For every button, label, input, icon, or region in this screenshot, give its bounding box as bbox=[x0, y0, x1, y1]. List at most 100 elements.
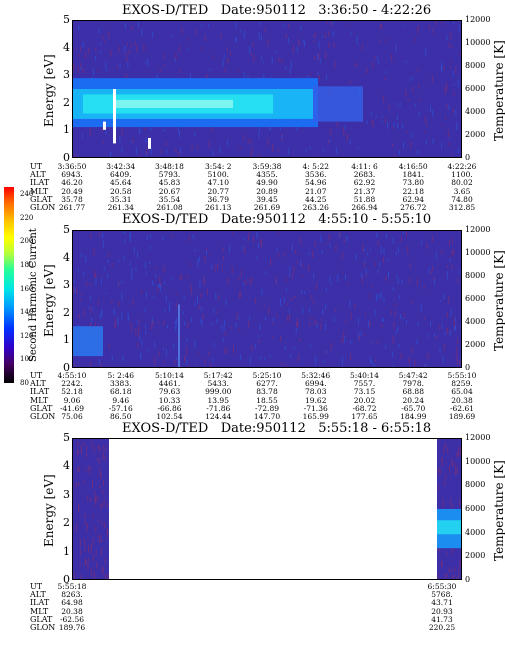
noise-speck bbox=[106, 503, 108, 508]
noise-speck bbox=[419, 98, 421, 101]
noise-speck bbox=[122, 355, 124, 362]
noise-speck bbox=[186, 359, 188, 365]
noise-speck bbox=[373, 363, 375, 367]
energy-tick: 5 bbox=[63, 223, 70, 236]
noise-speck bbox=[398, 246, 400, 253]
table-cell: 8259. bbox=[451, 379, 473, 389]
panel-date: Date:950112 bbox=[208, 212, 319, 227]
noise-speck bbox=[451, 264, 453, 270]
noise-speck bbox=[103, 498, 105, 504]
noise-speck bbox=[151, 317, 153, 324]
noise-speck bbox=[383, 247, 385, 255]
noise-speck bbox=[408, 356, 410, 364]
noise-speck bbox=[94, 322, 96, 327]
noise-speck bbox=[258, 340, 260, 343]
table-cell: 45.64 bbox=[110, 178, 132, 188]
table-cell: 20.38 bbox=[451, 395, 473, 405]
noise-speck bbox=[428, 334, 430, 338]
noise-speck bbox=[457, 148, 459, 154]
noise-speck bbox=[364, 333, 366, 337]
noise-speck bbox=[119, 135, 121, 143]
noise-speck bbox=[458, 499, 460, 507]
noise-speck bbox=[100, 472, 102, 479]
noise-speck bbox=[85, 255, 87, 263]
noise-speck bbox=[345, 274, 347, 280]
noise-speck bbox=[397, 326, 399, 333]
noise-speck bbox=[159, 68, 161, 72]
noise-speck bbox=[385, 117, 387, 124]
noise-speck bbox=[91, 441, 93, 448]
noise-speck bbox=[242, 283, 244, 286]
noise-speck bbox=[418, 25, 420, 29]
noise-speck bbox=[394, 154, 396, 157]
noise-speck bbox=[186, 347, 188, 355]
noise-speck bbox=[78, 482, 80, 487]
noise-speck bbox=[428, 24, 430, 29]
noise-speck bbox=[117, 317, 119, 326]
noise-speck bbox=[130, 140, 132, 144]
noise-speck bbox=[371, 360, 373, 365]
noise-speck bbox=[240, 291, 242, 298]
noise-speck bbox=[297, 354, 299, 362]
noise-speck bbox=[80, 446, 82, 452]
noise-speck bbox=[385, 38, 387, 44]
noise-speck bbox=[453, 326, 455, 330]
noise-speck bbox=[88, 47, 90, 55]
noise-speck bbox=[406, 130, 408, 134]
noise-speck bbox=[237, 276, 239, 281]
noise-speck bbox=[221, 263, 223, 266]
table-row-label: GLAT bbox=[30, 403, 53, 413]
noise-speck bbox=[290, 297, 292, 302]
noise-speck bbox=[137, 320, 139, 324]
noise-speck bbox=[100, 51, 102, 55]
noise-speck bbox=[298, 41, 300, 47]
noise-speck bbox=[95, 277, 97, 286]
noise-speck bbox=[249, 316, 251, 320]
noise-speck bbox=[332, 31, 334, 38]
noise-speck bbox=[441, 21, 443, 26]
noise-speck bbox=[232, 232, 234, 235]
noise-speck bbox=[99, 484, 101, 489]
noise-speck bbox=[93, 554, 95, 562]
noise-speck bbox=[208, 351, 210, 356]
noise-speck bbox=[447, 271, 449, 279]
noise-speck bbox=[222, 268, 224, 271]
colorbar-tick: 240 bbox=[20, 190, 34, 198]
noise-speck bbox=[296, 47, 298, 54]
noise-speck bbox=[392, 365, 394, 367]
data-gap bbox=[103, 121, 106, 130]
table-cell: 102.54 bbox=[156, 412, 183, 421]
noise-speck bbox=[121, 292, 123, 301]
noise-speck bbox=[361, 275, 363, 284]
noise-speck bbox=[264, 316, 266, 321]
noise-speck bbox=[99, 446, 101, 453]
energy-tick: 3 bbox=[63, 278, 70, 292]
noise-speck bbox=[110, 151, 112, 157]
noise-speck bbox=[364, 259, 366, 264]
noise-speck bbox=[403, 312, 405, 317]
noise-speck bbox=[174, 360, 176, 365]
table-cell: 5: 2:46 bbox=[107, 371, 135, 380]
noise-speck bbox=[91, 544, 93, 548]
noise-speck bbox=[103, 490, 105, 495]
noise-speck bbox=[337, 274, 339, 283]
noise-speck bbox=[402, 141, 404, 149]
noise-speck bbox=[372, 61, 374, 68]
noise-speck bbox=[374, 309, 376, 316]
noise-speck bbox=[99, 534, 101, 542]
energy-tick: 5 bbox=[63, 13, 70, 26]
noise-speck bbox=[335, 149, 337, 154]
colorbar-label: Second Harmonic Current bbox=[28, 228, 39, 362]
noise-speck bbox=[229, 245, 231, 253]
noise-speck bbox=[169, 302, 171, 310]
noise-speck bbox=[299, 338, 301, 342]
noise-speck bbox=[432, 238, 434, 242]
noise-speck bbox=[184, 321, 186, 326]
noise-speck bbox=[409, 276, 411, 284]
noise-speck bbox=[431, 236, 433, 239]
noise-speck bbox=[321, 250, 323, 254]
noise-speck bbox=[93, 247, 95, 256]
noise-speck bbox=[175, 325, 177, 331]
panel-date: Date:950112 bbox=[208, 3, 319, 18]
noise-speck bbox=[269, 354, 271, 357]
